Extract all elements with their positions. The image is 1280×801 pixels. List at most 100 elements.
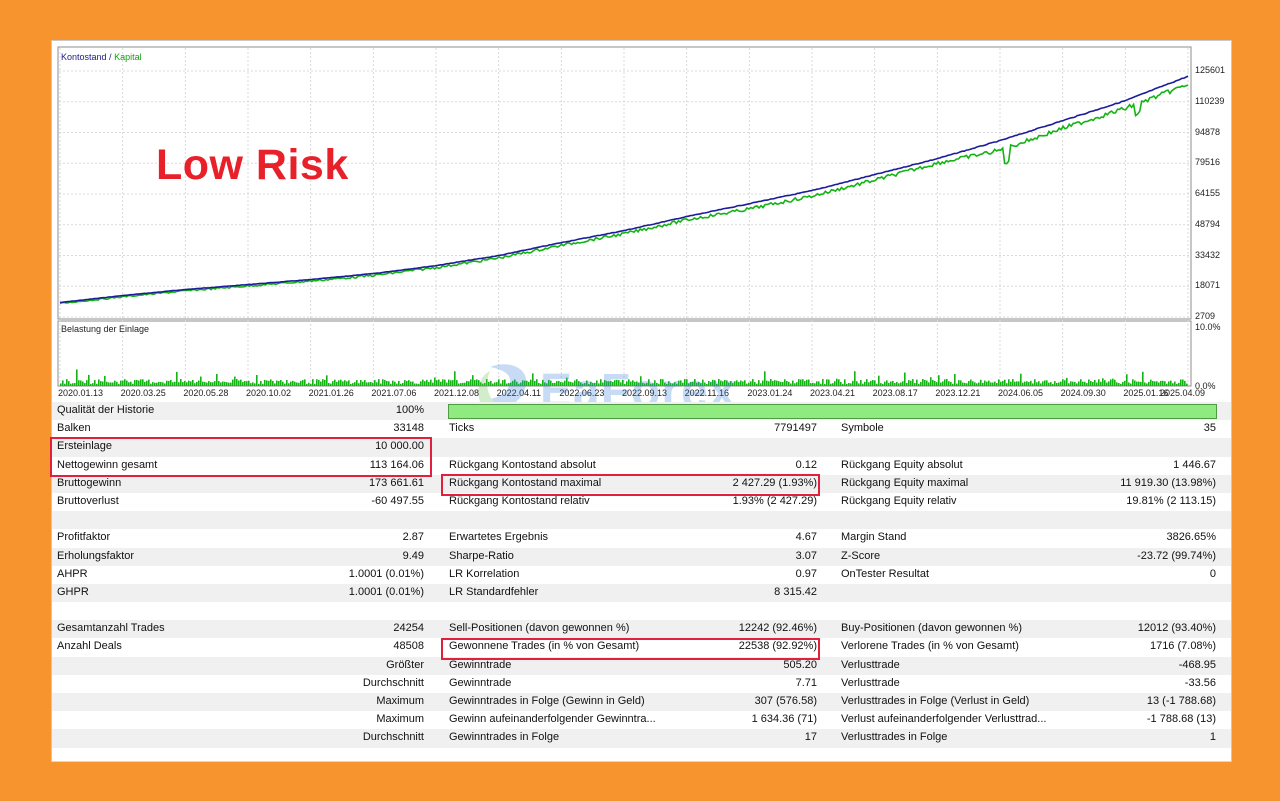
load-bar: [98, 379, 100, 386]
load-bar: [710, 382, 712, 386]
ontester-result-label: OnTester Resultat: [841, 567, 930, 580]
load-bar: [1022, 382, 1024, 386]
chart-canvas: [57, 46, 1192, 387]
load-bar: [172, 382, 174, 386]
ahpr-label: AHPR: [57, 567, 88, 580]
load-bar: [864, 381, 866, 386]
load-bar: [1080, 379, 1082, 386]
load-bar: [386, 380, 388, 386]
load-bar: [74, 383, 76, 386]
largest-loss-trade-label: Verlusttrade: [841, 658, 900, 671]
load-bar: [896, 381, 898, 386]
load-bar: [64, 383, 66, 386]
load-bar: [766, 380, 768, 386]
load-bar: [1166, 383, 1168, 386]
load-bar: [418, 383, 420, 386]
load-bar: [1024, 381, 1026, 386]
stats-table: Qualität der Historie 100% Balken 33148 …: [52, 402, 1231, 748]
load-bar: [1038, 381, 1040, 386]
load-bar: [930, 377, 932, 386]
load-bar: [296, 382, 298, 386]
load-bar: [146, 380, 148, 386]
load-bar: [1070, 381, 1072, 386]
load-bar: [744, 380, 746, 386]
load-bar: [1072, 381, 1074, 386]
load-bar: [80, 380, 82, 386]
gross-loss-label: Bruttoverlust: [57, 494, 119, 507]
load-bar: [812, 382, 814, 386]
load-bar: [96, 383, 98, 386]
load-bar: [344, 380, 346, 386]
load-bar: [590, 381, 592, 386]
load-bar: [730, 380, 732, 386]
average-label: Durchschnitt: [362, 676, 424, 689]
load-bar: [410, 381, 412, 386]
stats-row: Bruttogewinn 173 661.61 Rückgang Kontost…: [52, 474, 1231, 493]
load-bar: [958, 380, 960, 386]
load-bar: [942, 381, 944, 386]
load-bar: [876, 383, 878, 386]
max-consec-wins-value: 307 (576.58): [754, 695, 817, 707]
load-bar: [516, 381, 518, 386]
load-bar: [244, 381, 246, 386]
load-bar: [656, 382, 658, 386]
load-bar: [1102, 378, 1104, 386]
load-bar: [892, 380, 894, 386]
load-bar: [230, 382, 232, 386]
load-bar: [370, 382, 372, 386]
load-bar: [1088, 379, 1090, 386]
load-bar: [210, 382, 212, 386]
load-bar: [658, 383, 660, 386]
load-bar: [948, 381, 950, 386]
load-bar: [700, 383, 702, 386]
load-bar: [484, 383, 486, 386]
load-bar: [312, 379, 314, 386]
load-bar: [1034, 379, 1036, 386]
load-bar: [240, 379, 242, 386]
load-bar: [1008, 379, 1010, 386]
load-bar: [964, 382, 966, 386]
load-bar: [886, 380, 888, 386]
load-bar: [816, 381, 818, 386]
load-bar: [1076, 383, 1078, 386]
load-tick-label: 10.0%: [1195, 322, 1221, 332]
load-bar: [802, 379, 804, 386]
load-bar: [1014, 381, 1016, 386]
load-bar: [326, 375, 328, 386]
load-bar: [342, 381, 344, 386]
ticks-label: Ticks: [449, 422, 475, 435]
load-bar: [770, 379, 772, 386]
lr-correlation-value: 0.97: [795, 567, 817, 580]
load-bar: [324, 379, 326, 386]
z-score-value: -23.72 (99.74%): [1137, 549, 1216, 562]
load-bar: [402, 382, 404, 386]
load-bar: [460, 383, 462, 386]
load-bar: [856, 381, 858, 386]
load-bar: [224, 381, 226, 386]
load-bar: [716, 383, 718, 386]
load-bar: [276, 380, 278, 386]
load-bar: [782, 382, 784, 386]
load-bar: [1092, 381, 1094, 386]
load-bar: [830, 383, 832, 386]
load-bar: [852, 380, 854, 386]
y-tick-label: 2709: [1195, 311, 1216, 321]
margin-level-value: 3826.65%: [1166, 531, 1216, 544]
load-bar: [68, 381, 70, 386]
load-bar: [552, 382, 554, 386]
load-bar: [536, 379, 538, 386]
load-bar: [618, 380, 620, 386]
load-bar: [1090, 381, 1092, 386]
load-bar: [300, 380, 302, 386]
load-bar: [1098, 379, 1100, 386]
load-bar: [788, 381, 790, 386]
load-bar: [478, 380, 480, 386]
load-bar: [190, 381, 192, 386]
footer-separator: [52, 761, 360, 762]
load-bar: [1142, 371, 1144, 386]
load-bar: [814, 383, 816, 386]
balance-chart: Kontostand / Kapital Low Risk Belastung …: [52, 41, 1231, 418]
load-bar: [464, 382, 466, 386]
load-bar: [642, 382, 644, 386]
load-bar: [482, 383, 484, 386]
